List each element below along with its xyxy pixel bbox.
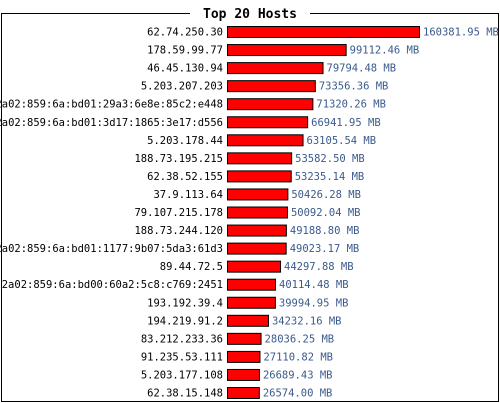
- host-bar: [227, 387, 260, 399]
- host-bar: [227, 224, 287, 237]
- host-value-label: 66941.95 MB: [311, 117, 381, 129]
- host-label: 62.38.52.155: [147, 171, 223, 183]
- host-bar: [227, 278, 277, 291]
- host-value-label: 26574.00 MB: [263, 388, 333, 400]
- host-label: 62.38.15.148: [147, 388, 223, 400]
- host-value-label: 73356.36 MB: [319, 81, 389, 93]
- host-label: 79.107.215.178: [134, 207, 223, 219]
- host-label: 178.59.99.77: [147, 45, 223, 57]
- host-label: 2a02:859:6a:bd00:60a2:5c8:c769:2451: [2, 279, 223, 291]
- host-bar: [227, 152, 293, 165]
- host-label: 5.203.177.108: [141, 369, 223, 381]
- host-value-label: 26689.43 MB: [263, 369, 333, 381]
- host-value-label: 34232.16 MB: [272, 315, 342, 327]
- host-label: 83.212.233.36: [141, 333, 223, 345]
- host-value-label: 44297.88 MB: [284, 261, 354, 273]
- host-label: 91.235.53.111: [141, 351, 223, 363]
- host-value-label: 28036.25 MB: [265, 333, 335, 345]
- host-bar: [227, 170, 292, 183]
- bar-rows: 62.74.250.30 160381.95 MB 178.59.99.77 9911…: [0, 26, 499, 400]
- host-value-label: 79794.48 MB: [327, 63, 397, 75]
- host-value-label: 50092.04 MB: [291, 207, 361, 219]
- host-bar: [227, 116, 309, 129]
- host-value-label: 49023.17 MB: [290, 243, 360, 255]
- host-label: 62.74.250.30: [147, 27, 223, 39]
- host-label: 188.73.244.120: [134, 225, 223, 237]
- host-bar: [227, 350, 261, 363]
- host-label: 5.203.207.203: [141, 81, 223, 93]
- host-bar: [227, 62, 324, 75]
- host-bar: [227, 26, 420, 38]
- host-bar: [227, 134, 304, 147]
- host-bar: [227, 260, 282, 273]
- host-label: 5.203.178.44: [147, 135, 223, 147]
- host-value-label: 50426.28 MB: [291, 189, 361, 201]
- host-label: 89.44.72.5: [160, 261, 223, 273]
- host-bar: [227, 332, 262, 345]
- host-label: 2a02:859:6a:bd01:29a3:6e8e:85c2:e448: [0, 99, 223, 111]
- host-bar: [227, 368, 260, 381]
- host-value-label: 40114.48 MB: [279, 279, 349, 291]
- host-value-label: 63105.54 MB: [307, 135, 377, 147]
- host-value-label: 49188.80 MB: [290, 225, 360, 237]
- host-label: 194.219.91.2: [147, 315, 223, 327]
- host-label: 193.192.39.4: [147, 297, 223, 309]
- host-label: 2a02:859:6a:bd01:3d17:1865:3e17:d556: [0, 117, 223, 129]
- host-bar: [227, 44, 347, 57]
- host-value-label: 99112.46 MB: [350, 45, 420, 57]
- host-bar: [227, 314, 269, 327]
- host-label: 37.9.113.64: [153, 189, 223, 201]
- host-label: 188.73.195.215: [134, 153, 223, 165]
- host-bar: [227, 242, 287, 255]
- host-value-label: 39994.95 MB: [279, 297, 349, 309]
- host-bar: [227, 206, 288, 219]
- host-bar: [227, 296, 276, 309]
- host-bar: [227, 98, 314, 111]
- host-bar: [227, 188, 289, 201]
- host-value-label: 53235.14 MB: [295, 171, 365, 183]
- host-value-label: 71320.26 MB: [316, 99, 386, 111]
- host-bar: [227, 80, 316, 93]
- host-value-label: 160381.95 MB: [423, 27, 499, 39]
- host-label: 46.45.130.94: [147, 63, 223, 75]
- host-label: 2a02:859:6a:bd01:1177:9b07:5da3:61d3: [0, 243, 223, 255]
- chart-title-backdrop: [190, 6, 310, 20]
- host-value-label: 53582.50 MB: [295, 153, 365, 165]
- chart-title: Top 20 Hosts: [203, 7, 297, 22]
- host-value-label: 27110.82 MB: [263, 351, 333, 363]
